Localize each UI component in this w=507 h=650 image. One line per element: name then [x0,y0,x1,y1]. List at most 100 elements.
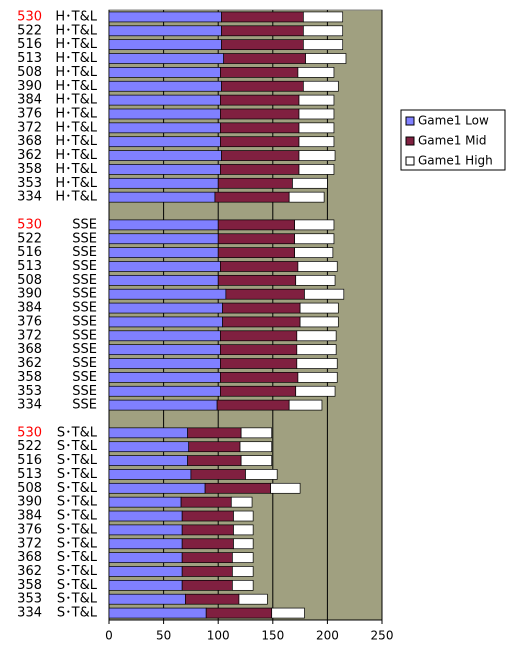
bar-segment [240,455,273,466]
bar-segment [270,482,301,494]
category-number: 384 [17,509,42,524]
category-group: S･T&L [57,453,98,468]
bar-segment [220,385,297,397]
bar-segment [108,177,219,189]
bar-segment [108,150,222,161]
category-number: 508 [17,65,42,80]
bar-segment [294,233,335,245]
bar-segment [294,219,335,231]
bar-segment [217,247,295,258]
bar-segment [108,53,225,64]
bar-segment [108,80,222,92]
x-tick-label: 50 [156,629,171,643]
category-group: SSE [72,370,97,385]
bar-segment [233,510,254,522]
category-group: H･T&L [55,51,97,66]
category-number: 530 [17,9,42,24]
category-group: SSE [72,328,97,343]
bar-segment [288,191,325,203]
bar-segment [303,80,339,92]
bar-segment [217,274,297,286]
category-group: SSE [72,245,97,260]
category-number: 368 [17,550,42,565]
category-group: H･T&L [55,106,97,121]
bar-segment [108,510,183,522]
x-tick-label: 0 [105,629,113,643]
bar-segment [304,288,345,300]
bar-segment [305,53,347,64]
bar-segment [299,302,339,314]
bar-segment [233,524,254,536]
bar-segment [297,372,338,383]
category-group: SSE [72,342,97,357]
category-group: H･T&L [55,176,97,191]
category-number: 376 [17,106,42,121]
bar-segment [181,552,233,563]
category-number: 513 [17,259,42,274]
category-group: H･T&L [55,162,97,177]
legend-swatch [405,156,415,166]
bar-segment [190,469,246,480]
category-group: SSE [72,356,97,371]
bar-segment [108,593,186,605]
category-group: H･T&L [55,79,97,94]
bar-segment [214,191,290,203]
category-group: S･T&L [57,439,98,454]
category-number: 508 [17,481,42,496]
bar-segment [217,177,293,189]
category-number: 513 [17,51,42,66]
bar-segment [181,538,234,550]
category-group: H･T&L [55,190,97,205]
category-number: 362 [17,148,42,163]
bar-segment [108,288,227,300]
category-number: 358 [17,370,42,385]
bar-segment [108,552,183,563]
legend-label: Game1 Mid [418,134,486,148]
bar-segment [232,566,254,577]
bar-segment [298,150,336,161]
bar-segment [187,427,242,439]
bar-segment [108,94,221,106]
bar-segment [220,122,300,134]
legend-box [400,109,506,171]
category-number: 334 [17,606,42,621]
category-number: 390 [17,495,42,510]
category-group: H･T&L [55,148,97,163]
bar-segment [295,385,336,397]
category-group: H･T&L [55,9,97,24]
bar-segment [108,330,221,342]
bar-segment [232,579,254,591]
category-group: SSE [72,231,97,246]
bar-segment [108,566,183,577]
category-group: SSE [72,384,97,399]
bar-segment [221,25,304,37]
bar-segment [108,524,183,536]
bar-segment [303,11,344,23]
bar-segment [221,39,304,51]
bar-segment [294,247,334,258]
bar-segment [222,302,301,314]
category-group: SSE [72,398,97,413]
bar-segment [108,372,221,383]
bar-segment [108,122,221,134]
bar-segment [217,219,295,231]
bar-segment [108,385,221,397]
legend-label: Game1 Low [418,114,489,128]
category-group: SSE [72,217,97,232]
category-group: H･T&L [55,93,97,108]
category-number: 353 [17,176,42,191]
bar-segment [303,39,344,51]
category-number: 334 [17,190,42,205]
x-tick-label: 100 [207,629,230,643]
bar-segment [288,399,323,411]
bar-segment [222,316,301,328]
category-group: S･T&L [57,495,98,510]
category-number: 516 [17,37,42,52]
bar-segment [205,607,273,619]
category-number: 376 [17,314,42,329]
bar-segment [238,593,268,605]
bar-segment [108,358,221,369]
legend-label: Game1 High [418,154,493,168]
category-number: 508 [17,273,42,288]
bar-segment [108,11,222,23]
